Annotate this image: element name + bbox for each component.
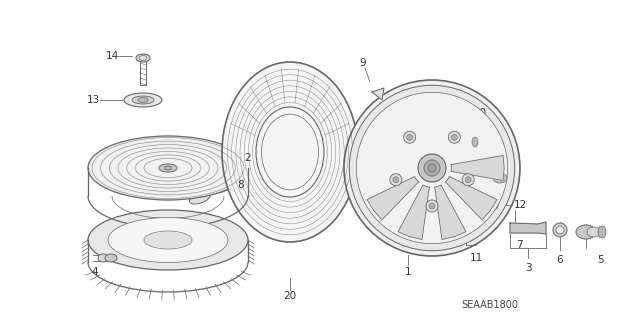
Polygon shape — [510, 222, 546, 234]
Text: 15: 15 — [492, 143, 504, 153]
Ellipse shape — [481, 171, 499, 185]
Ellipse shape — [138, 98, 148, 102]
Ellipse shape — [132, 96, 154, 104]
Text: 3: 3 — [525, 263, 531, 273]
Ellipse shape — [189, 192, 211, 204]
Text: 10: 10 — [474, 108, 486, 118]
Ellipse shape — [406, 134, 413, 140]
Ellipse shape — [222, 62, 358, 242]
Ellipse shape — [159, 164, 177, 172]
Text: 14: 14 — [106, 51, 118, 61]
Ellipse shape — [98, 254, 108, 262]
Polygon shape — [372, 88, 384, 100]
Ellipse shape — [598, 226, 606, 238]
Ellipse shape — [144, 231, 192, 249]
Ellipse shape — [404, 131, 415, 143]
Ellipse shape — [108, 218, 228, 263]
Polygon shape — [451, 155, 504, 181]
Text: 4: 4 — [92, 267, 99, 277]
Ellipse shape — [256, 107, 324, 197]
Ellipse shape — [390, 174, 402, 186]
Ellipse shape — [164, 166, 172, 170]
Polygon shape — [398, 185, 429, 240]
Text: 13: 13 — [86, 95, 100, 105]
Polygon shape — [445, 176, 497, 220]
Ellipse shape — [393, 177, 399, 183]
Ellipse shape — [262, 114, 319, 190]
Ellipse shape — [482, 199, 498, 211]
Text: 2: 2 — [244, 153, 252, 163]
Ellipse shape — [344, 80, 520, 256]
Text: SEAAB1800: SEAAB1800 — [461, 300, 518, 310]
Polygon shape — [435, 185, 466, 240]
Ellipse shape — [356, 92, 508, 244]
Ellipse shape — [136, 54, 150, 62]
Ellipse shape — [556, 226, 564, 234]
Ellipse shape — [428, 164, 436, 172]
Text: 1: 1 — [404, 267, 412, 277]
Text: 9: 9 — [360, 58, 366, 68]
Text: 11: 11 — [469, 253, 483, 263]
Ellipse shape — [426, 200, 438, 212]
Ellipse shape — [424, 160, 440, 176]
Polygon shape — [367, 176, 419, 220]
Text: 7: 7 — [516, 240, 522, 250]
Text: 5: 5 — [596, 255, 604, 265]
Ellipse shape — [576, 225, 596, 239]
Ellipse shape — [88, 210, 248, 270]
Ellipse shape — [449, 131, 460, 143]
Ellipse shape — [469, 133, 481, 151]
Ellipse shape — [553, 223, 567, 237]
Ellipse shape — [587, 227, 601, 237]
Ellipse shape — [451, 134, 458, 140]
Ellipse shape — [465, 177, 471, 183]
Text: 6: 6 — [557, 255, 563, 265]
Ellipse shape — [462, 174, 474, 186]
Ellipse shape — [88, 136, 248, 200]
Ellipse shape — [105, 254, 117, 262]
Ellipse shape — [429, 203, 435, 209]
Ellipse shape — [349, 85, 515, 251]
Text: 20: 20 — [284, 291, 296, 301]
Text: 12: 12 — [513, 200, 527, 210]
Ellipse shape — [493, 173, 507, 183]
Ellipse shape — [124, 93, 162, 107]
Ellipse shape — [418, 154, 446, 182]
Ellipse shape — [472, 137, 478, 147]
Text: 8: 8 — [237, 180, 244, 190]
